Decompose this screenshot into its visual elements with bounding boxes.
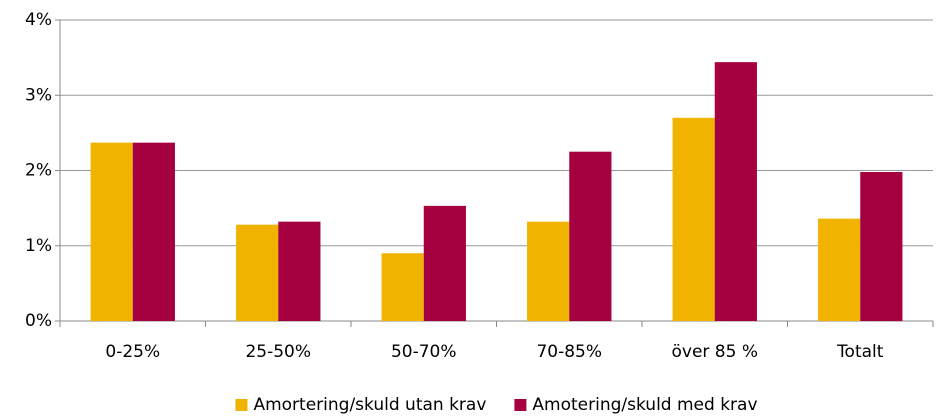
x-tick-label: 70-85% [536,342,602,362]
y-tick-label: 2% [25,161,52,181]
bar [569,151,612,321]
bar [132,142,175,321]
legend-label: Amortering/skuld utan krav [253,395,486,415]
legend-swatch [514,399,527,411]
y-tick-label: 0% [25,311,52,331]
x-tick-label: Totalt [836,342,884,362]
bar [90,142,133,321]
bar [527,221,570,321]
x-tick-label: 0-25% [105,342,160,362]
x-tick-label: 25-50% [245,342,311,362]
x-tick-label: över 85 % [671,342,758,362]
bar [672,117,715,321]
legend-label: Amotering/skuld med krav [532,395,757,415]
legend-swatch [235,399,248,411]
bar [818,218,861,321]
bar [714,62,757,321]
y-tick-label: 4% [25,10,52,30]
bar [278,221,321,321]
bar [236,224,279,321]
bar [860,172,903,321]
bar [423,205,466,321]
y-tick-label: 3% [25,85,52,105]
y-tick-label: 1% [25,236,52,256]
bar [381,253,424,321]
x-tick-label: 50-70% [391,342,457,362]
